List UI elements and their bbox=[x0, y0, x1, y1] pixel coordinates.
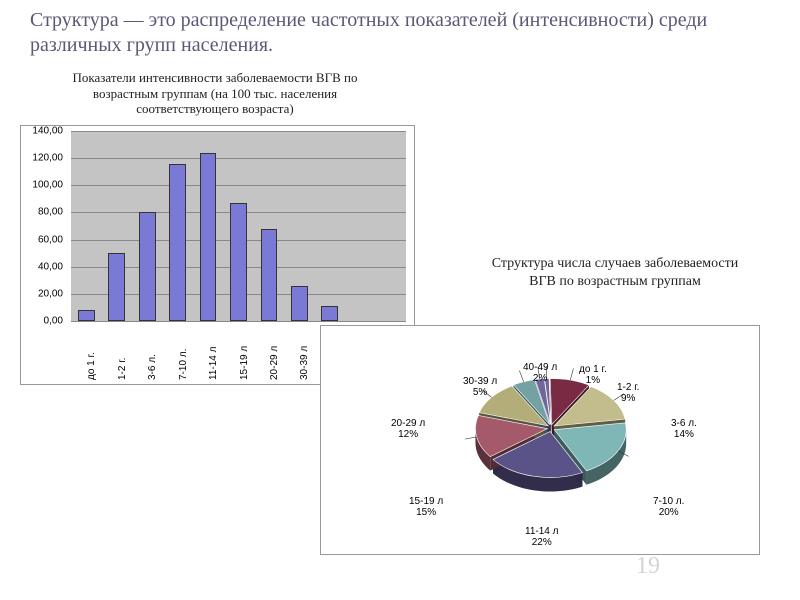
pie-leader bbox=[570, 368, 573, 380]
bar bbox=[108, 253, 125, 321]
bar bbox=[78, 310, 95, 321]
bar-ytick-label: 140,00 bbox=[32, 126, 63, 137]
pie-slice-label: 3-6 л.14% bbox=[671, 418, 697, 440]
bar-chart-bars bbox=[71, 131, 406, 321]
bar bbox=[169, 164, 186, 321]
bar-ytick-label: 40,00 bbox=[38, 261, 63, 272]
bar bbox=[291, 286, 308, 321]
bar bbox=[261, 229, 278, 321]
bar-ytick-label: 80,00 bbox=[38, 207, 63, 218]
pie-slice-label: до 1 г.1% bbox=[579, 364, 607, 386]
bar-xtick-label: до 1 г. bbox=[86, 322, 97, 380]
pie-slice-label: 1-2 г.9% bbox=[617, 382, 639, 404]
bar bbox=[230, 203, 247, 321]
bar bbox=[321, 306, 338, 321]
pie-slice-label: 20-29 л12% bbox=[391, 418, 425, 440]
bar-ytick-label: 100,00 bbox=[32, 180, 63, 191]
bar-xtick-label: 3-6 л. bbox=[147, 322, 158, 380]
bar-chart-yaxis: 0,0020,0040,0060,0080,00100,00120,00140,… bbox=[21, 131, 67, 321]
pie-slice-label: 40-49 л2% bbox=[523, 362, 557, 384]
bar-ytick-label: 120,00 bbox=[32, 153, 63, 164]
pie-slice-label: 11-14 л22% bbox=[525, 526, 558, 548]
bar-ytick-label: 60,00 bbox=[38, 234, 63, 245]
pie-slice-label: 15-19 л15% bbox=[409, 496, 443, 518]
pie-chart: до 1 г.1% 1-2 г.9% 3-6 л.14% 7-10 л.20% 11-1… bbox=[320, 325, 760, 555]
bar bbox=[139, 212, 156, 321]
bar-chart-subtitle: Показатели интенсивности заболеваемости … bbox=[60, 70, 370, 117]
pie-chart-subtitle: Структура числа случаев заболеваемости В… bbox=[480, 255, 750, 290]
bar-ytick-label: 0,00 bbox=[44, 316, 63, 327]
bar-xtick-label: 11-14 л bbox=[208, 322, 219, 380]
pie-slice-label: 7-10 л.20% bbox=[653, 496, 684, 518]
bar-xtick-label: 1-2 г. bbox=[117, 322, 128, 380]
bar-ytick-label: 20,00 bbox=[38, 288, 63, 299]
bar bbox=[200, 153, 217, 321]
bar-xtick-label: 15-19 л bbox=[239, 322, 250, 380]
bar-xtick-label: 30-39 л bbox=[299, 322, 310, 380]
bar-xtick-label: 7-10 л. bbox=[178, 322, 189, 380]
bar-chart-plot bbox=[71, 131, 406, 321]
pie-leader bbox=[465, 437, 477, 439]
page-number: 19 bbox=[636, 553, 660, 580]
pie-slice-label: 30-39 л5% bbox=[463, 376, 497, 398]
bar-xtick-label: 20-29 л bbox=[269, 322, 280, 380]
page-title: Структура — это распределение частотных … bbox=[30, 8, 770, 58]
